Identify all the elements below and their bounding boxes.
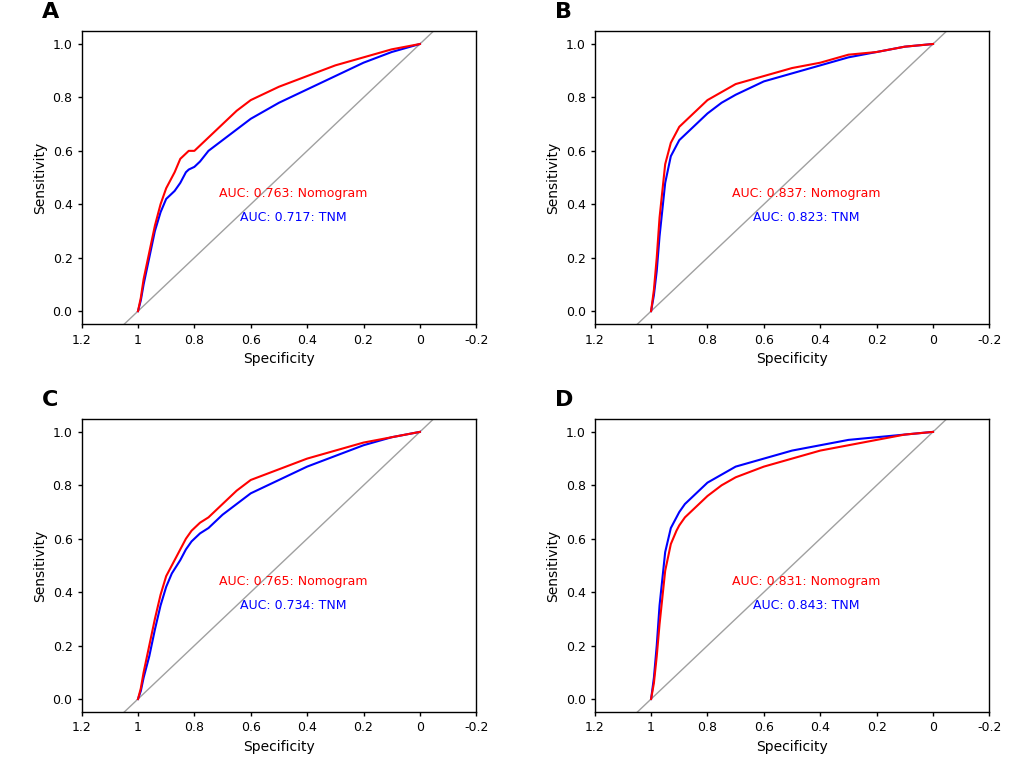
Text: C: C xyxy=(42,390,58,410)
X-axis label: Specificity: Specificity xyxy=(243,740,315,754)
X-axis label: Specificity: Specificity xyxy=(755,740,827,754)
Y-axis label: Sensitivity: Sensitivity xyxy=(545,529,559,601)
Text: AUC: 0.823: TNM: AUC: 0.823: TNM xyxy=(752,211,859,224)
Text: AUC: 0.717: TNM: AUC: 0.717: TNM xyxy=(239,211,346,224)
Text: A: A xyxy=(42,2,59,21)
Text: AUC: 0.763: Nomogram: AUC: 0.763: Nomogram xyxy=(219,187,367,200)
Y-axis label: Sensitivity: Sensitivity xyxy=(545,142,559,214)
Text: AUC: 0.765: Nomogram: AUC: 0.765: Nomogram xyxy=(219,575,367,588)
X-axis label: Specificity: Specificity xyxy=(755,352,827,366)
Text: AUC: 0.734: TNM: AUC: 0.734: TNM xyxy=(239,599,346,612)
Text: AUC: 0.831: Nomogram: AUC: 0.831: Nomogram xyxy=(732,575,879,588)
Text: AUC: 0.837: Nomogram: AUC: 0.837: Nomogram xyxy=(732,187,879,200)
X-axis label: Specificity: Specificity xyxy=(243,352,315,366)
Text: D: D xyxy=(554,390,573,410)
Y-axis label: Sensitivity: Sensitivity xyxy=(33,142,47,214)
Text: B: B xyxy=(554,2,572,21)
Text: AUC: 0.843: TNM: AUC: 0.843: TNM xyxy=(752,599,859,612)
Y-axis label: Sensitivity: Sensitivity xyxy=(33,529,47,601)
